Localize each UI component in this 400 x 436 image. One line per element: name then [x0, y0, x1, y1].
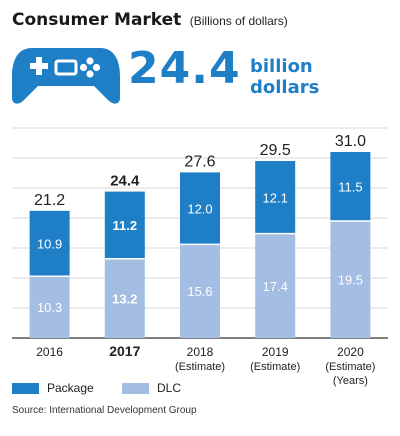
data-label-package: 12.1 [263, 190, 288, 205]
data-label-total: 24.4 [110, 173, 140, 190]
data-label-total: 31.0 [335, 133, 366, 150]
legend-dlc: DLC [122, 381, 181, 395]
legend-package-swatch [12, 382, 39, 394]
data-label-package: 12.0 [187, 201, 212, 216]
data-label-dlc: 17.4 [263, 279, 288, 294]
highlight-value: 24.4 [128, 43, 241, 94]
legend-package-label: Package [47, 381, 94, 395]
data-label-package: 11.5 [338, 180, 362, 195]
legend-dlc-swatch [122, 382, 149, 394]
data-label-dlc: 19.5 [338, 273, 363, 288]
chart-header: Consumer Market (Billions of dollars) [12, 10, 288, 30]
highlight-unit-line1: billion [250, 56, 313, 77]
game-controller-icon [12, 48, 120, 104]
source-note: Source: International Development Group [12, 405, 197, 416]
chart-title: Consumer Market [12, 10, 182, 30]
bar-dlc [180, 244, 220, 338]
x-tick-label: 2016 [36, 345, 63, 359]
bar-package [330, 152, 371, 221]
x-tick-label: (Years) [333, 375, 368, 387]
x-tick-label: 2019 [262, 345, 289, 359]
legend-dlc-label: DLC [157, 381, 182, 395]
bar-package [29, 210, 70, 277]
x-tick-label: (Estimate) [325, 361, 375, 373]
bar-dlc [330, 221, 371, 338]
bar-package [104, 191, 145, 259]
data-label-dlc: 10.3 [37, 300, 62, 315]
bar-package [255, 161, 296, 234]
x-tick-label: 2018 [187, 345, 214, 359]
x-tick-label: (Estimate) [175, 361, 225, 373]
x-tick-label: (Estimate) [250, 361, 300, 373]
data-label-package: 11.2 [113, 218, 138, 233]
data-label-total: 21.2 [34, 192, 65, 209]
data-label-total: 27.6 [184, 153, 215, 170]
bar-dlc [255, 233, 296, 338]
data-label-package: 10.9 [37, 237, 62, 252]
bar-package [180, 172, 220, 245]
data-label-dlc: 15.6 [187, 284, 212, 299]
legend-package: Package [12, 381, 94, 395]
highlight-unit: billion dollars [250, 56, 319, 98]
highlight-unit-line2: dollars [250, 77, 320, 98]
bar-dlc [29, 276, 70, 338]
x-tick-label: 2017 [109, 343, 140, 359]
bar-dlc [104, 258, 145, 338]
chart-units: (Billions of dollars) [189, 14, 288, 28]
data-label-total: 29.5 [260, 142, 291, 159]
data-label-dlc: 13.2 [112, 291, 137, 306]
x-tick-label: 2020 [337, 345, 364, 359]
